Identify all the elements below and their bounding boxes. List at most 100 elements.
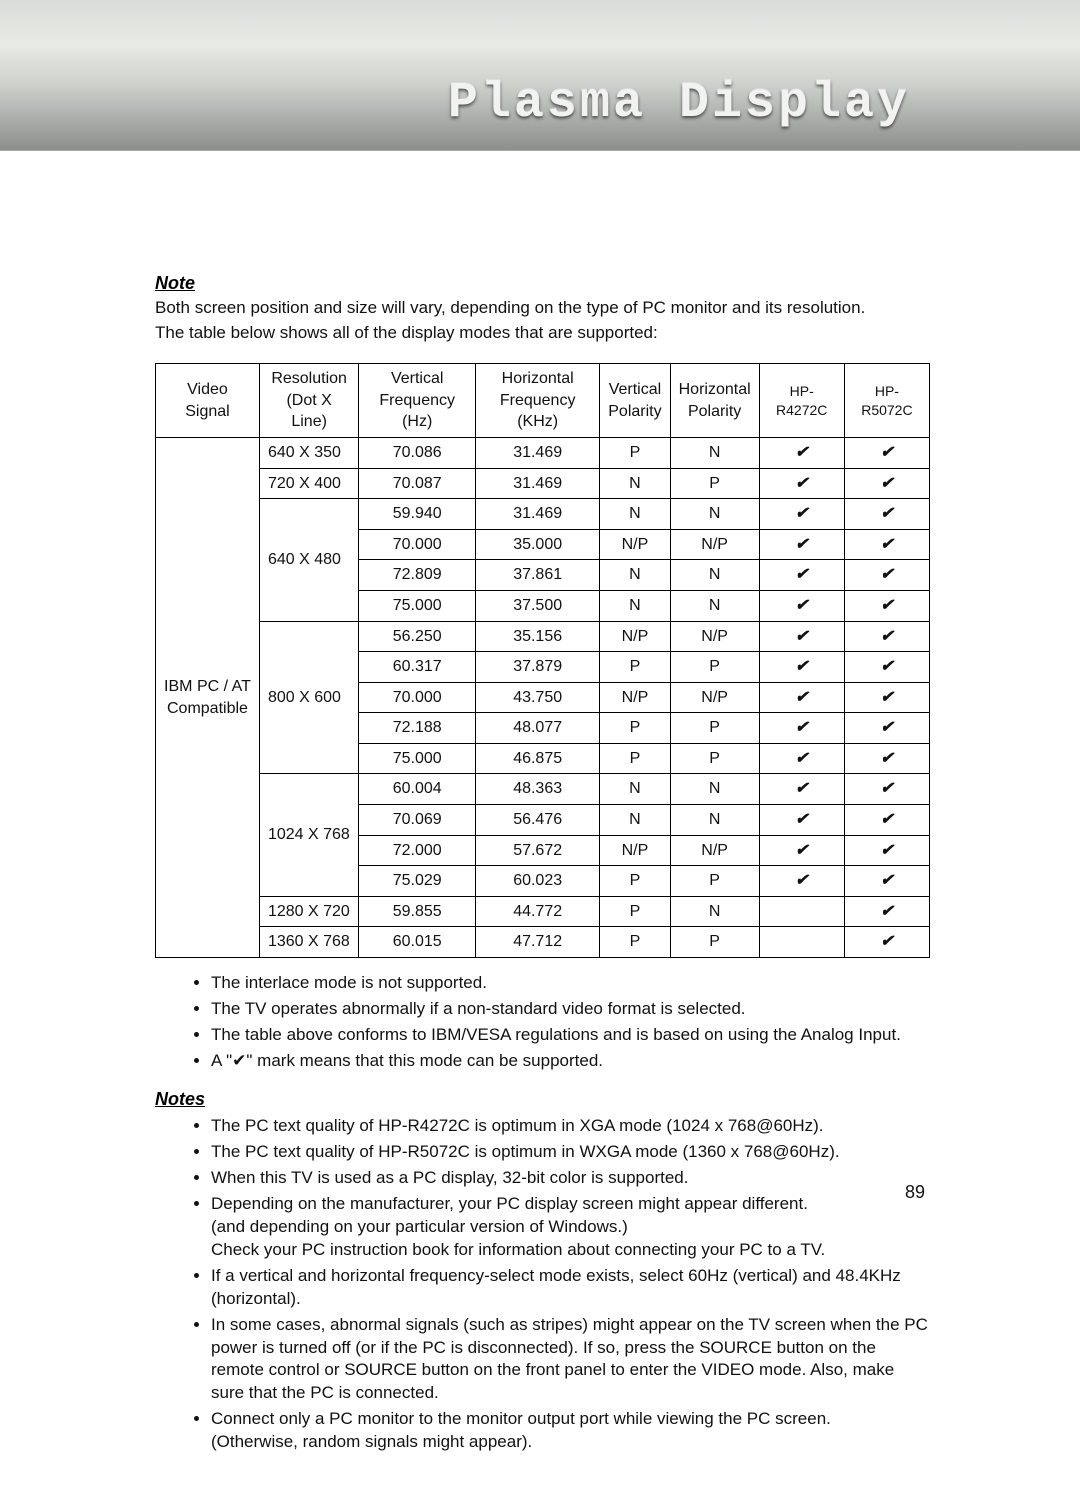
check-cell: ✔ xyxy=(759,590,844,621)
modes-table: Video Signal Resolution(Dot X Line) Vert… xyxy=(155,363,930,958)
cell: 48.363 xyxy=(476,774,600,805)
cell: N xyxy=(600,560,670,591)
cell: 31.469 xyxy=(476,437,600,468)
list-item: The interlace mode is not supported. xyxy=(211,972,930,995)
cell: P xyxy=(600,652,670,683)
check-cell: ✔ xyxy=(844,437,929,468)
cell: N/P xyxy=(670,835,759,866)
check-cell: ✔ xyxy=(759,499,844,530)
list-item: Connect only a PC monitor to the monitor… xyxy=(211,1408,930,1454)
check-cell: ✔ xyxy=(844,621,929,652)
check-cell: ✔ xyxy=(844,590,929,621)
cell: N/P xyxy=(670,682,759,713)
check-cell: ✔ xyxy=(844,866,929,897)
cell: 60.317 xyxy=(359,652,476,683)
cell: 37.879 xyxy=(476,652,600,683)
cell: 57.672 xyxy=(476,835,600,866)
cell: 72.188 xyxy=(359,713,476,744)
table-row: 1024 X 76860.00448.363NN✔✔ xyxy=(156,774,930,805)
cell: P xyxy=(600,437,670,468)
cell: N xyxy=(670,805,759,836)
check-cell: ✔ xyxy=(759,621,844,652)
check-cell xyxy=(759,896,844,927)
check-cell: ✔ xyxy=(844,468,929,499)
cell: P xyxy=(670,927,759,958)
th-vpol: VerticalPolarity xyxy=(600,364,670,438)
check-cell xyxy=(759,927,844,958)
cell: P xyxy=(670,713,759,744)
cell: 48.077 xyxy=(476,713,600,744)
cell: 46.875 xyxy=(476,743,600,774)
check-cell: ✔ xyxy=(844,835,929,866)
cell: 70.000 xyxy=(359,682,476,713)
th-signal: Video Signal xyxy=(156,364,260,438)
cell: 72.000 xyxy=(359,835,476,866)
cell: N xyxy=(600,805,670,836)
check-cell: ✔ xyxy=(844,529,929,560)
th-model-a: HP-R4272C xyxy=(759,364,844,438)
check-cell: ✔ xyxy=(844,927,929,958)
cell: 60.015 xyxy=(359,927,476,958)
cell: P xyxy=(670,652,759,683)
cell: P xyxy=(600,866,670,897)
cell: 60.023 xyxy=(476,866,600,897)
cell: 35.156 xyxy=(476,621,600,652)
cell: N xyxy=(600,499,670,530)
table-row: 800 X 60056.25035.156N/PN/P✔✔ xyxy=(156,621,930,652)
cell: 59.855 xyxy=(359,896,476,927)
cell: N xyxy=(670,774,759,805)
th-hpol: HorizontalPolarity xyxy=(670,364,759,438)
cell: 44.772 xyxy=(476,896,600,927)
check-cell: ✔ xyxy=(844,896,929,927)
th-model-b: HP-R5072C xyxy=(844,364,929,438)
cell: N xyxy=(670,499,759,530)
cell: 70.000 xyxy=(359,529,476,560)
cell: P xyxy=(670,866,759,897)
check-cell: ✔ xyxy=(759,866,844,897)
cell: 70.087 xyxy=(359,468,476,499)
table-body: IBM PC / ATCompatible640 X 35070.08631.4… xyxy=(156,437,930,957)
list-item: A "✔" mark means that this mode can be s… xyxy=(211,1050,930,1073)
cell: N xyxy=(670,590,759,621)
table-row: 1360 X 76860.01547.712PP✔ xyxy=(156,927,930,958)
note-line: Both screen position and size will vary,… xyxy=(155,297,930,320)
note-line: The table below shows all of the display… xyxy=(155,322,930,345)
list-item: In some cases, abnormal signals (such as… xyxy=(211,1314,930,1406)
cell: N xyxy=(670,896,759,927)
list-item: Depending on the manufacturer, your PC d… xyxy=(211,1193,930,1262)
check-cell: ✔ xyxy=(759,560,844,591)
bullets-1: The interlace mode is not supported.The … xyxy=(155,972,930,1073)
cell: 31.469 xyxy=(476,468,600,499)
cell: N/P xyxy=(600,529,670,560)
cell: 37.500 xyxy=(476,590,600,621)
cell: N/P xyxy=(600,682,670,713)
cell: 70.086 xyxy=(359,437,476,468)
table-row: 640 X 48059.94031.469NN✔✔ xyxy=(156,499,930,530)
note-heading: Note xyxy=(155,271,930,295)
cell: 75.029 xyxy=(359,866,476,897)
cell: N xyxy=(670,560,759,591)
check-cell: ✔ xyxy=(844,682,929,713)
notes-heading: Notes xyxy=(155,1087,930,1111)
cell: 43.750 xyxy=(476,682,600,713)
list-item: If a vertical and horizontal frequency-s… xyxy=(211,1265,930,1311)
res-cell: 1280 X 720 xyxy=(259,896,358,927)
check-cell: ✔ xyxy=(759,682,844,713)
check-cell: ✔ xyxy=(844,774,929,805)
page-number: 89 xyxy=(905,1180,925,1204)
cell: N/P xyxy=(600,835,670,866)
check-cell: ✔ xyxy=(844,805,929,836)
check-cell: ✔ xyxy=(759,774,844,805)
check-cell: ✔ xyxy=(759,835,844,866)
table-head-row: Video Signal Resolution(Dot X Line) Vert… xyxy=(156,364,930,438)
cell: 35.000 xyxy=(476,529,600,560)
list-item: The PC text quality of HP-R4272C is opti… xyxy=(211,1115,930,1138)
cell: N xyxy=(600,590,670,621)
cell: N xyxy=(670,437,759,468)
check-cell: ✔ xyxy=(844,499,929,530)
check-cell: ✔ xyxy=(844,743,929,774)
cell: N xyxy=(600,468,670,499)
check-cell: ✔ xyxy=(844,713,929,744)
cell: 75.000 xyxy=(359,590,476,621)
list-item: The PC text quality of HP-R5072C is opti… xyxy=(211,1141,930,1164)
